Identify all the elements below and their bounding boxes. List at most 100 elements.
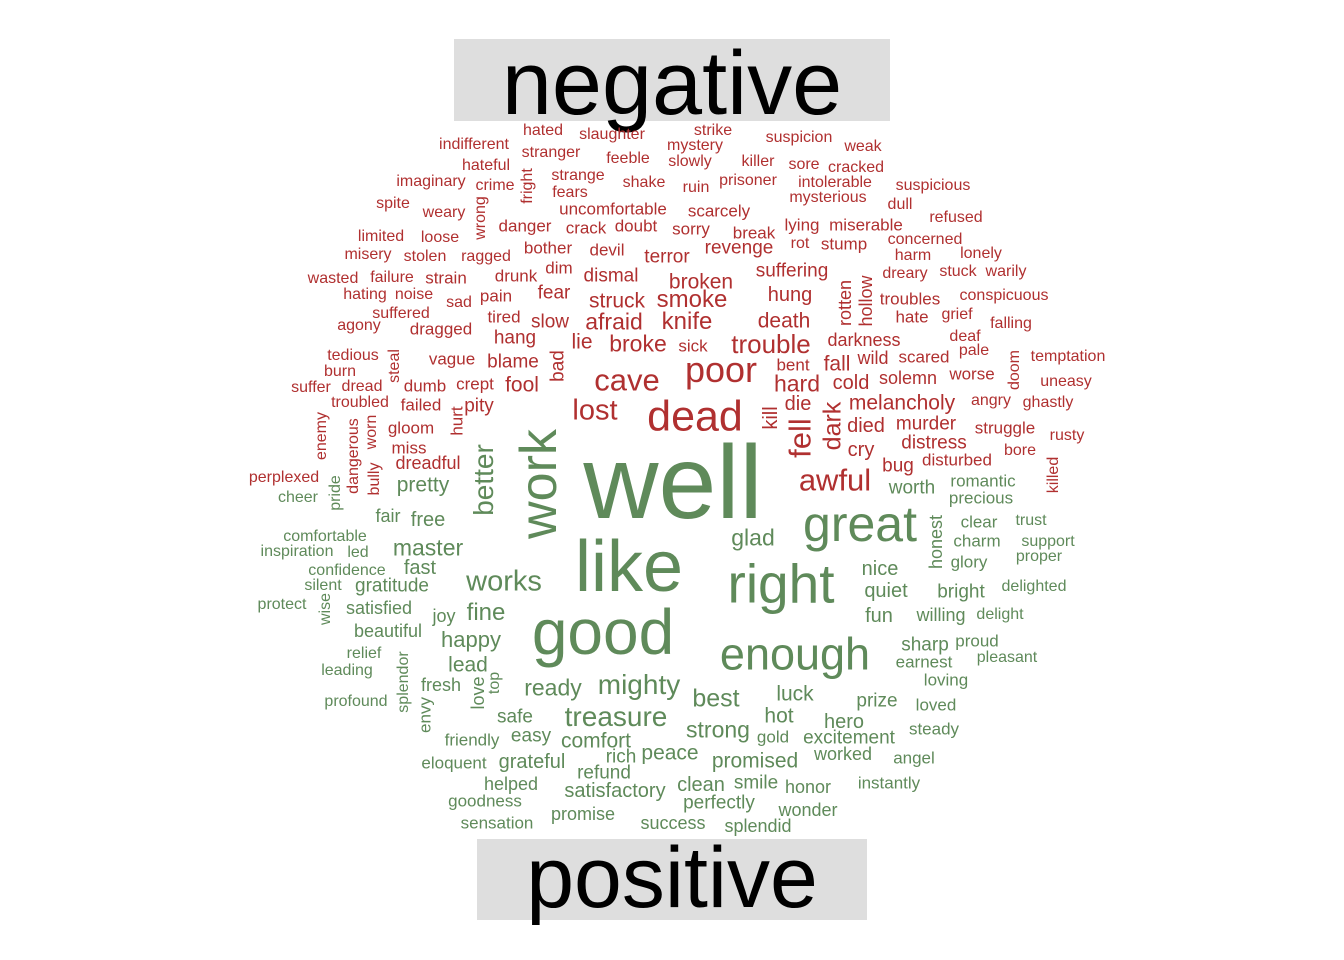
word-negative: trouble [731, 329, 811, 359]
word-positive: enough [719, 628, 871, 680]
word-negative: intolerable [798, 174, 872, 191]
word-negative: spite [376, 195, 410, 212]
word-negative: bore [1003, 442, 1037, 459]
word-negative: smoke [656, 286, 728, 313]
word-negative: fall [823, 352, 851, 376]
word-positive: satisfied [345, 598, 413, 618]
word-negative: dim [545, 258, 573, 278]
word-negative: bad [547, 350, 569, 382]
word-negative: scarcely [687, 201, 751, 221]
word-negative: fear [537, 282, 571, 304]
word-negative: sorry [672, 219, 710, 239]
word-positive: like [574, 527, 684, 607]
word-negative: failed [400, 395, 442, 415]
word-negative: terror [644, 246, 690, 268]
word-positive: hot [764, 704, 794, 728]
word-positive: earnest [895, 652, 953, 672]
word-negative: angry [970, 392, 1012, 409]
word-positive: romantic [950, 471, 1016, 491]
word-positive: best [692, 684, 740, 713]
word-negative: drunk [494, 266, 538, 286]
word-positive: nice [861, 558, 899, 580]
word-negative: dull [887, 196, 913, 213]
word-positive: great [803, 496, 917, 552]
word-negative: weary [422, 204, 466, 221]
word-negative: bug [882, 455, 914, 477]
word-negative: failure [370, 269, 414, 286]
word-positive: fine [466, 599, 506, 626]
word-positive: support [1021, 533, 1075, 550]
word-negative: suffering [755, 260, 829, 282]
word-negative: worse [949, 364, 995, 384]
word-positive: happy [441, 627, 501, 652]
word-positive: steady [908, 719, 960, 739]
word-positive: delighted [1001, 578, 1067, 595]
word-positive: splendid [724, 816, 792, 836]
word-positive: satisfactory [564, 780, 666, 802]
word-negative: sore [788, 156, 820, 173]
word-negative: dead [647, 392, 743, 441]
word-positive: relief [346, 645, 382, 662]
word-positive: proper [1015, 548, 1063, 565]
word-negative: hating [343, 286, 387, 303]
word-negative: crept [456, 374, 494, 394]
word-negative: wild [857, 348, 889, 368]
word-positive: splendor [395, 651, 412, 713]
word-positive: charm [953, 531, 1001, 551]
word-negative: knife [661, 308, 713, 335]
word-negative: dismal [583, 265, 639, 287]
word-positive: worth [888, 477, 936, 499]
word-negative: lying [784, 215, 820, 235]
word-positive: bright [937, 581, 985, 603]
word-negative: poor [684, 349, 758, 390]
word-negative: killer [741, 153, 775, 170]
word-positive: eloquent [421, 753, 487, 773]
word-negative: deaf [949, 328, 981, 345]
word-positive: luck [776, 682, 814, 706]
word-negative: grief [941, 306, 973, 323]
word-positive: mighty [597, 669, 681, 700]
word-positive: easy [510, 725, 552, 747]
word-negative: die [784, 393, 812, 415]
word-negative: uncomfortable [559, 199, 667, 219]
word-positive: honest [926, 514, 946, 570]
word-positive: wonder [778, 800, 838, 820]
word-negative: burn [323, 363, 357, 380]
word-negative: temptation [1030, 348, 1106, 365]
word-negative: scared [898, 347, 950, 367]
word-positive: loving [923, 670, 969, 690]
word-negative: fool [505, 373, 539, 397]
word-negative: vague [428, 349, 476, 369]
word-negative: struggle [974, 418, 1036, 438]
word-negative: cave [594, 362, 660, 398]
word-negative: devil [589, 240, 625, 260]
word-negative: imaginary [396, 173, 466, 190]
word-negative: break [732, 223, 776, 243]
word-negative: uneasy [1040, 373, 1092, 390]
word-positive: success [640, 813, 706, 833]
word-positive: sharp [901, 634, 949, 656]
word-positive: inspiration [260, 543, 334, 560]
word-positive: clean [677, 774, 725, 796]
word-positive: instantly [857, 773, 921, 793]
word-negative: strain [425, 268, 467, 288]
word-negative: rotten [835, 279, 855, 327]
word-negative: slow [530, 311, 570, 333]
word-positive: excitement [803, 727, 895, 749]
word-positive: perfectly [683, 792, 755, 814]
word-negative: prisoner [719, 172, 777, 189]
word-positive: friendly [444, 730, 500, 750]
word-positive: quiet [864, 580, 908, 602]
word-negative: fell [782, 418, 818, 458]
word-negative: ruin [682, 179, 710, 196]
positive-label-box: positive [477, 835, 867, 921]
word-positive: promise [550, 804, 616, 824]
word-negative: mystery [667, 137, 723, 154]
word-negative: falling [990, 315, 1032, 332]
word-positive: love [468, 676, 488, 710]
word-positive: honor [784, 777, 832, 797]
word-negative: pain [479, 286, 513, 306]
word-negative: fright [519, 168, 536, 204]
word-negative: fears [552, 184, 588, 201]
